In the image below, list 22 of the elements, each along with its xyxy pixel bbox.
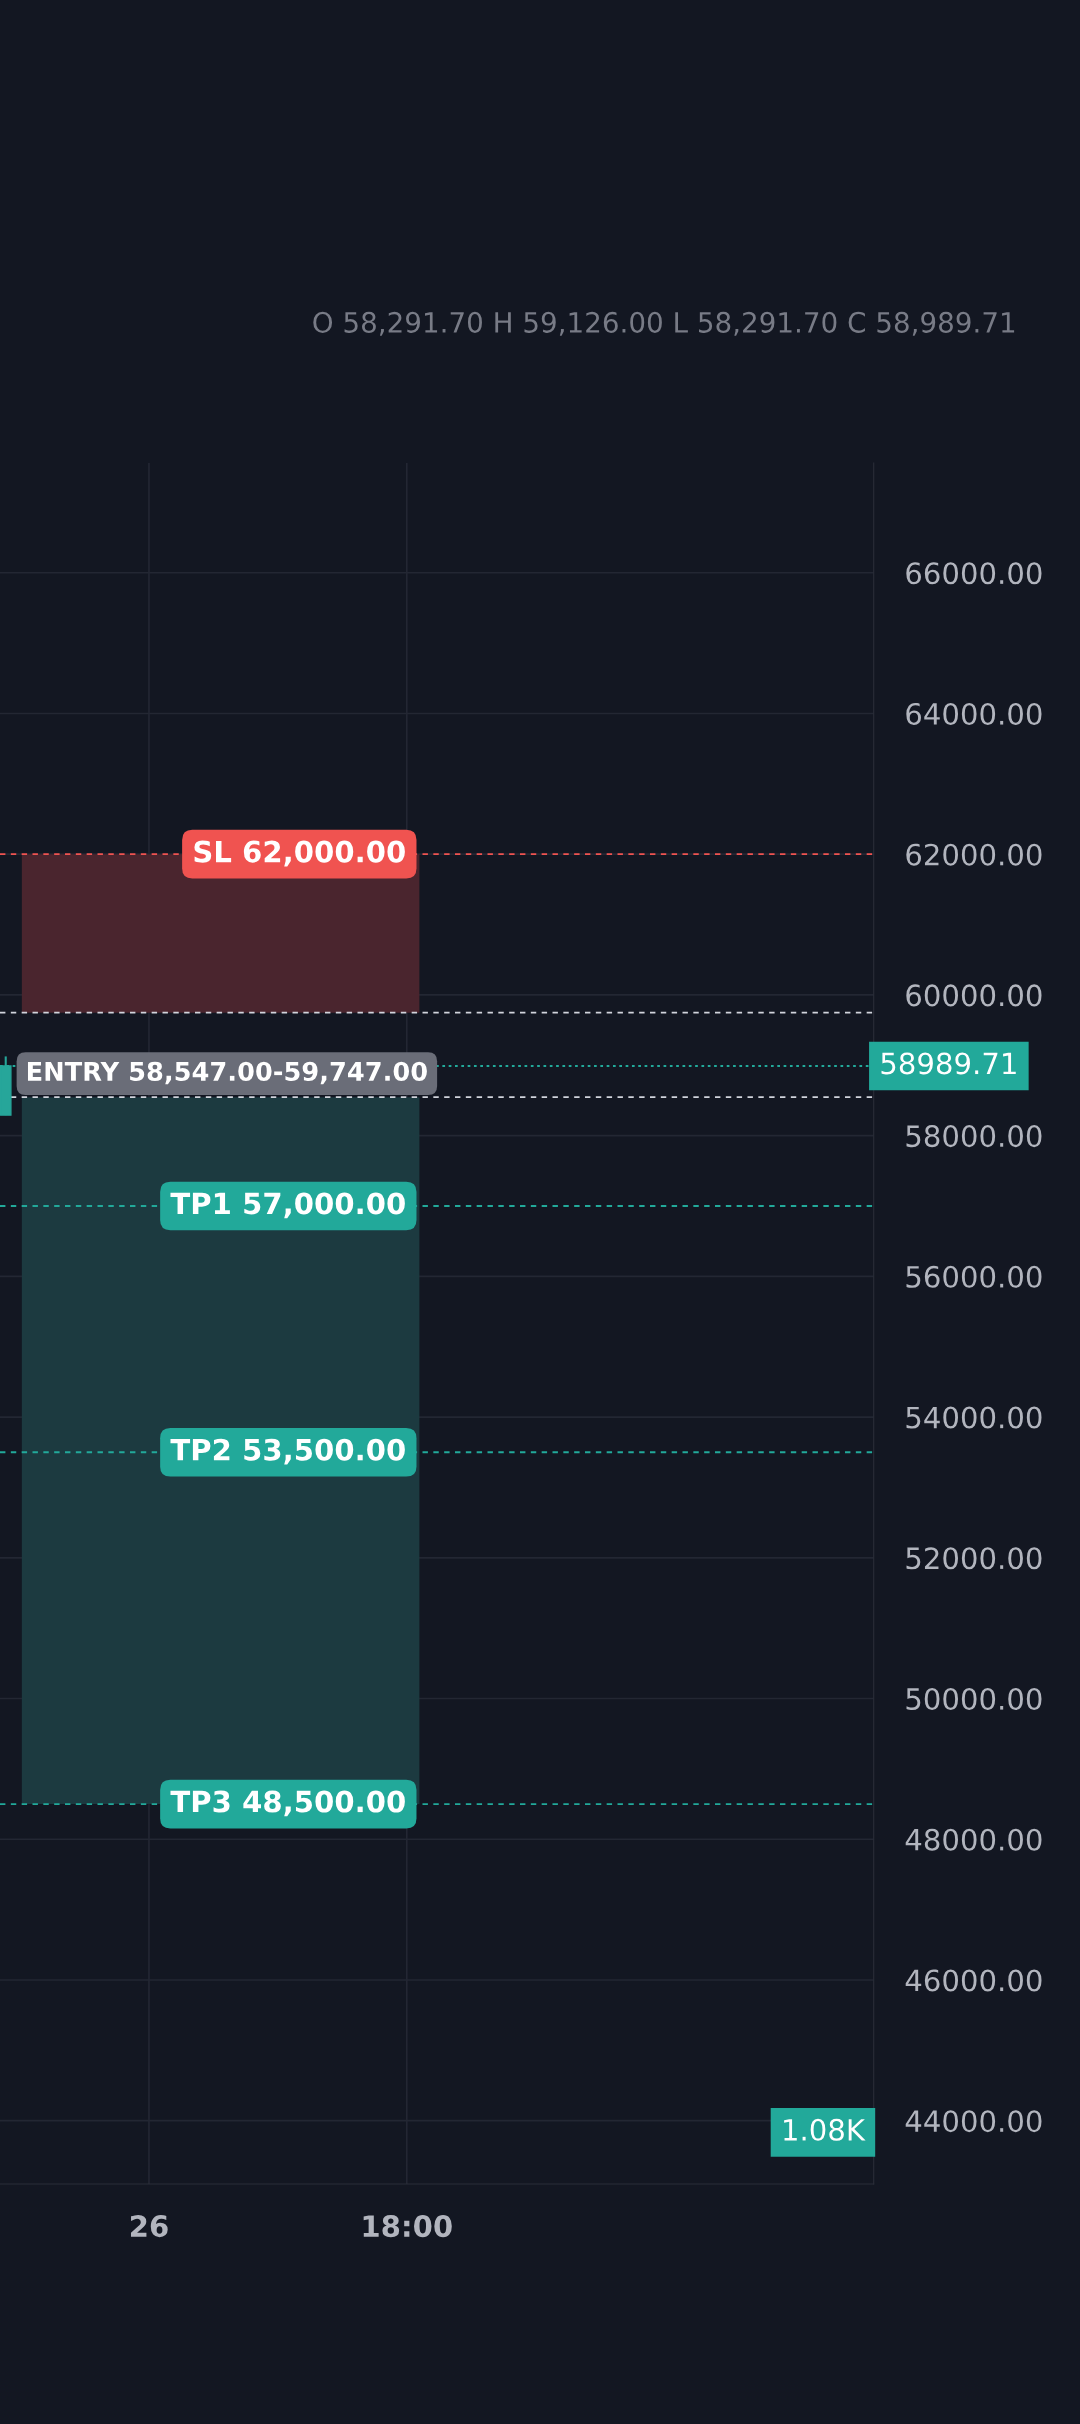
x-tick-label: 18:00	[363, 2215, 452, 2238]
ref-line-label: TP2 53,500.00	[170, 1438, 405, 1465]
y-tick-label: 60000.00	[906, 984, 1042, 1007]
y-tick-label: 64000.00	[906, 702, 1042, 725]
ref-line-label: SL 62,000.00	[194, 840, 405, 867]
y-tick-label: 46000.00	[905, 1969, 1042, 1992]
y-tick-label: 50000.00	[906, 1687, 1042, 1711]
y-tick-label: 62000.00	[906, 843, 1042, 866]
ref-line-label: ENTRY 58,547.00-59,747.00	[27, 1061, 427, 1085]
ref-line-label: 58989.71	[881, 1052, 1016, 1075]
y-tick-label: 52000.00	[906, 1547, 1042, 1570]
y-tick-label: 48000.00	[905, 1828, 1042, 1851]
annotation: 1.08K	[784, 2118, 866, 2141]
y-tick-label: 44000.00	[905, 2110, 1042, 2133]
y-tick-label: 54000.00	[906, 1406, 1042, 1429]
chart-subtitle: O 58,291.70 H 59,126.00 L 58,291.70 C 58,989.71	[313, 311, 1015, 336]
y-tick-label: 66000.00	[906, 562, 1042, 585]
ref-line-label: TP3 48,500.00	[170, 1790, 405, 1817]
x-tick-label: 26	[130, 2215, 168, 2238]
ref-line-label: TP1 57,000.00	[170, 1192, 405, 1219]
y-tick-label: 56000.00	[906, 1265, 1042, 1288]
y-tick-label: 58000.00	[906, 1125, 1042, 1148]
